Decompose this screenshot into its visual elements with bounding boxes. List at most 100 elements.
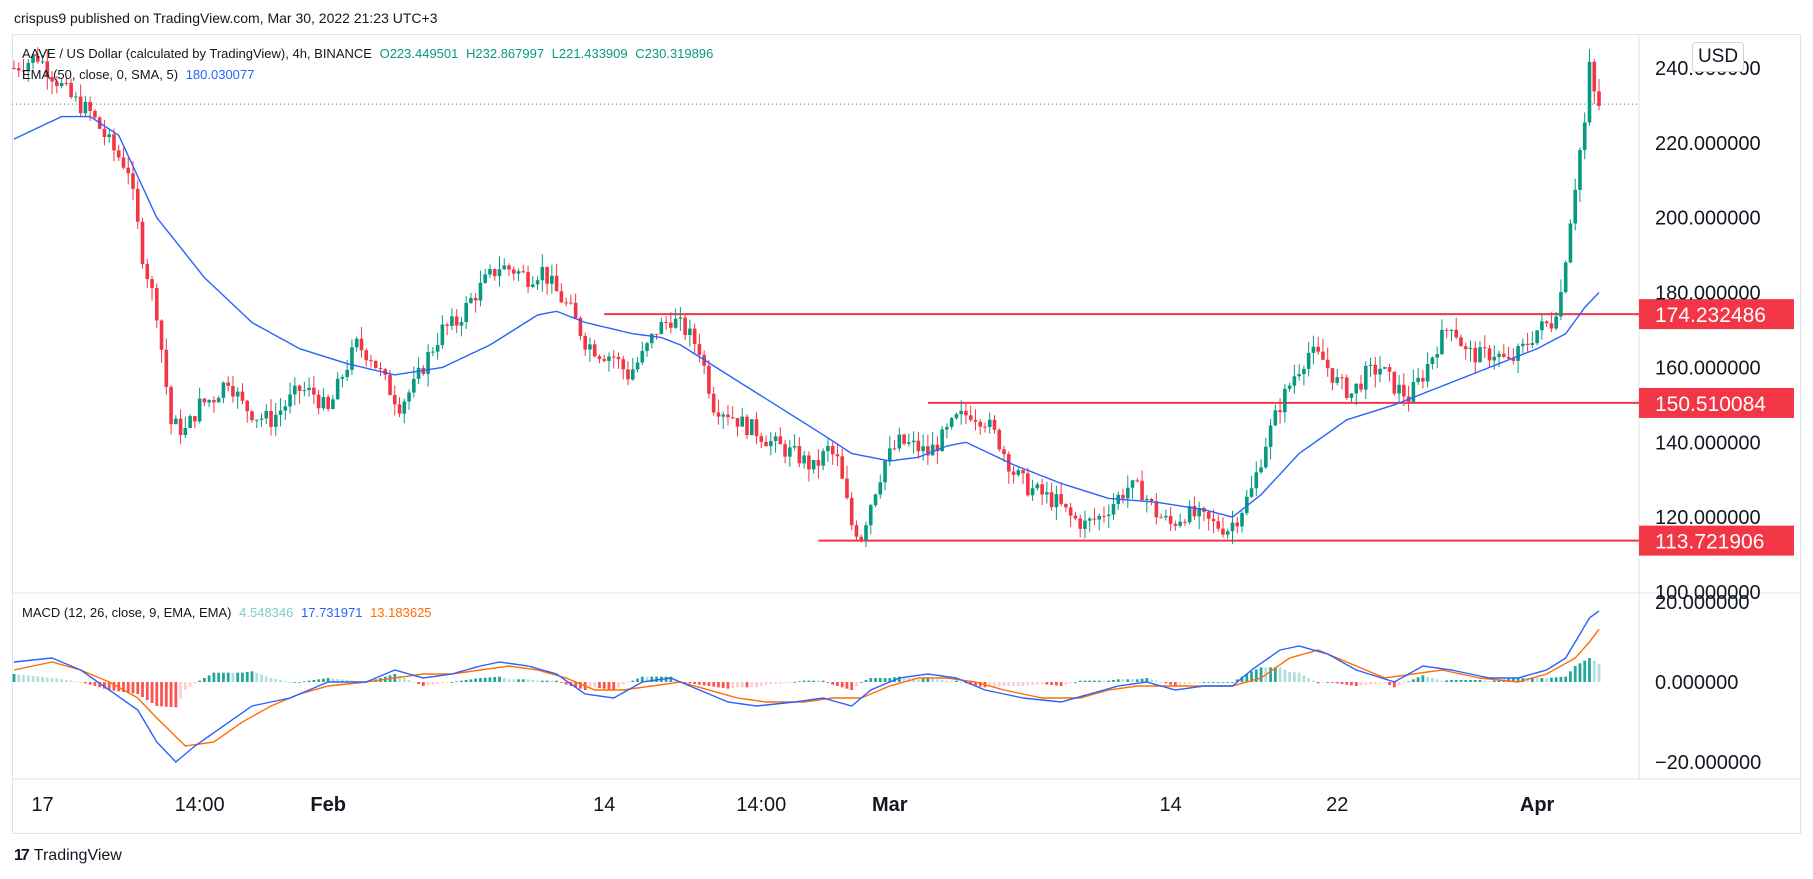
candle-body: [788, 447, 792, 457]
candle-body: [697, 344, 702, 355]
symbol-label[interactable]: AAVE / US Dollar (calculated by TradingV…: [22, 46, 372, 61]
candle-body: [783, 444, 787, 457]
macd-histogram-bar: [755, 682, 758, 688]
candle-body: [459, 322, 464, 326]
candle-body: [1411, 382, 1416, 402]
macd-histogram-bar: [1026, 682, 1030, 686]
candle-body: [1026, 473, 1030, 496]
macd-histogram-bar: [759, 682, 763, 687]
candlestick-series[interactable]: [12, 47, 1601, 548]
candle: [64, 77, 69, 86]
candle: [764, 435, 768, 447]
candle-body: [883, 460, 887, 483]
macd-histogram-bar: [250, 671, 254, 682]
macd-histogram-bar: [712, 682, 716, 687]
macd-histogram-bar: [1340, 682, 1344, 684]
candle-body: [64, 82, 69, 84]
candle: [1321, 338, 1325, 360]
candle-body: [21, 70, 26, 72]
low-value: L221.433909: [551, 46, 628, 61]
candle: [1573, 178, 1578, 231]
candle: [74, 91, 78, 102]
candle-body: [1454, 329, 1459, 338]
price-axis-tick: 140.000000: [1655, 432, 1761, 454]
candle: [1535, 330, 1539, 346]
brand-name: TradingView: [33, 847, 122, 864]
candle: [550, 264, 554, 294]
candle: [778, 427, 783, 445]
ema-label[interactable]: EMA (50, close, 0, SMA, 5): [22, 67, 179, 82]
candle-body: [773, 436, 778, 442]
macd-histogram-bar: [169, 682, 173, 707]
candle-body: [226, 382, 230, 386]
candle-body: [1235, 522, 1240, 527]
candle-body: [1078, 518, 1082, 529]
candle: [854, 520, 859, 541]
candle-body: [826, 445, 830, 452]
candle: [1530, 331, 1535, 349]
macd-histogram-bar: [488, 677, 492, 682]
candle: [1359, 374, 1363, 393]
macd-histogram-bar: [141, 682, 144, 697]
candle-body: [1421, 377, 1425, 382]
candle: [407, 389, 411, 410]
candle: [826, 438, 830, 462]
macd-histogram-bar: [816, 680, 820, 682]
candle: [711, 386, 716, 416]
macd-histogram-bar: [593, 682, 597, 688]
candle: [973, 409, 978, 431]
macd-histogram-bar: [260, 674, 263, 682]
macd-histogram-bar: [1207, 682, 1211, 683]
macd-axis-tick: 20.000000: [1655, 592, 1750, 614]
macd-histogram-bar: [774, 682, 777, 684]
candle: [497, 256, 502, 287]
candle: [954, 412, 959, 420]
candle-body: [968, 415, 973, 420]
candle-body: [250, 411, 254, 421]
candle-body: [1516, 346, 1520, 361]
macd-histogram-bar: [1102, 680, 1106, 682]
macd-histogram-bar: [1464, 680, 1468, 682]
macd-histogram-bar: [878, 678, 882, 682]
candle-body: [492, 269, 497, 277]
macd-histogram-bar: [269, 678, 273, 682]
currency-button[interactable]: USD: [1692, 42, 1744, 72]
macd-histogram-bar: [978, 682, 982, 687]
macd-histogram-bar: [1302, 675, 1306, 682]
candle-body: [373, 360, 378, 369]
macd-label[interactable]: MACD (12, 26, close, 9, EMA, EMA): [22, 605, 232, 620]
candle-body: [845, 478, 849, 499]
candle-body: [778, 436, 783, 445]
brand-footer[interactable]: 17 TradingView: [14, 847, 122, 865]
macd-histogram-bar: [1578, 663, 1582, 682]
candle-body: [1140, 480, 1144, 501]
macd-histogram-bar: [926, 678, 930, 682]
candle: [478, 270, 483, 307]
candle: [383, 367, 388, 381]
candle: [35, 47, 40, 64]
candle: [1554, 312, 1558, 331]
candle: [307, 377, 311, 397]
candle-body: [407, 392, 411, 402]
ema-series[interactable]: [13, 115, 1600, 518]
candle-body: [1378, 368, 1382, 375]
macd-pane[interactable]: [12, 610, 1601, 763]
macd-histogram-bar: [707, 682, 711, 686]
candle-body: [445, 324, 449, 326]
candle-body: [911, 440, 916, 443]
candle-body: [435, 345, 440, 352]
macd-histogram-bar: [1097, 680, 1101, 682]
candle: [959, 400, 963, 425]
macd-histogram-bar: [198, 680, 202, 682]
candle-body: [293, 385, 297, 395]
candle-body: [1225, 531, 1230, 535]
candle-body: [1544, 321, 1549, 324]
candle-body: [1482, 347, 1487, 349]
candle: [692, 323, 697, 355]
candle: [216, 395, 221, 403]
candle: [402, 398, 407, 424]
candle-body: [131, 173, 135, 189]
candle-body: [930, 444, 935, 456]
candle: [1040, 478, 1044, 505]
